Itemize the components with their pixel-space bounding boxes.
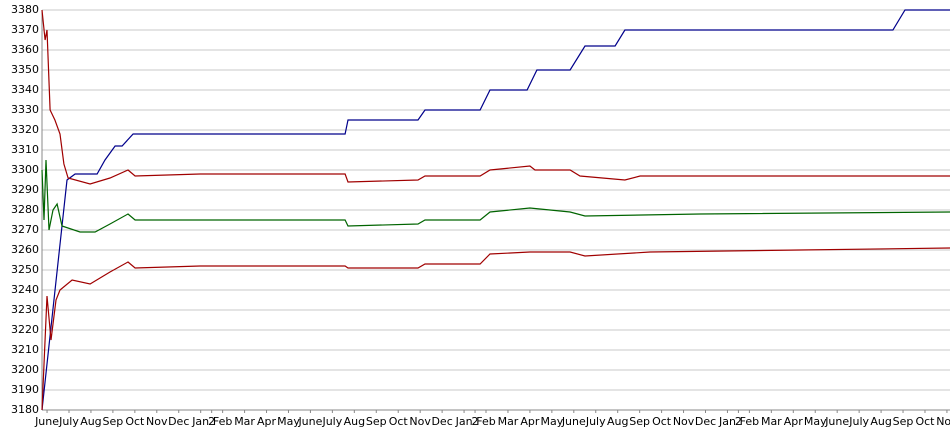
x-tick-label: Oct	[389, 415, 409, 428]
y-tick-label: 3190	[11, 383, 39, 396]
x-tick-label: Apr	[520, 415, 540, 428]
x-tick-label: Dec	[168, 415, 189, 428]
x-tick-label: Oct	[125, 415, 145, 428]
line-series	[41, 9, 950, 411]
x-tick-label: May	[804, 415, 827, 428]
x-tick-label: June	[561, 415, 586, 428]
y-tick-label: 3230	[11, 303, 39, 316]
y-tick-label: 3290	[11, 183, 39, 196]
y-tick-label: 3250	[11, 263, 39, 276]
x-tick-label: Apr	[257, 415, 277, 428]
x-tick-label: Mar	[761, 415, 782, 428]
y-tick-label: 3220	[11, 323, 39, 336]
y-tick-label: 3280	[11, 203, 39, 216]
x-tick-label: 2	[735, 415, 742, 428]
x-tick-label: May	[277, 415, 300, 428]
y-tick-label: 3210	[11, 343, 39, 356]
x-tick-label: Aug	[607, 415, 628, 428]
x-tick-label: Nov	[409, 415, 431, 428]
x-tick-label: July	[848, 415, 869, 428]
y-tick-label: 3270	[11, 223, 39, 236]
y-tick-label: 3340	[11, 83, 39, 96]
y-tick-label: 3200	[11, 363, 39, 376]
x-tick-label: July	[585, 415, 606, 428]
line-series	[41, 9, 950, 185]
y-tick-label: 3360	[11, 43, 39, 56]
x-tick-label: Feb	[213, 415, 232, 428]
x-tick-label: July	[321, 415, 342, 428]
x-tick-label: 2	[208, 415, 215, 428]
x-tick-label: Apr	[784, 415, 804, 428]
x-tick-label: Feb	[740, 415, 759, 428]
x-tick-label: June	[297, 415, 322, 428]
x-tick-label: Dec	[695, 415, 716, 428]
y-tick-label: 3300	[11, 163, 39, 176]
x-tick-label: Nov	[146, 415, 168, 428]
x-tick-label: June	[34, 415, 59, 428]
x-tick-label: 2	[472, 415, 479, 428]
x-tick-label: Aug	[344, 415, 365, 428]
line-series	[41, 247, 950, 411]
x-tick-label: Jan	[718, 415, 736, 428]
y-tick-label: 3330	[11, 103, 39, 116]
x-tick-label: Oct	[652, 415, 672, 428]
x-tick-label: Sep	[366, 415, 387, 428]
y-tick-label: 3350	[11, 63, 39, 76]
line-series	[41, 159, 950, 233]
y-tick-label: 3260	[11, 243, 39, 256]
x-tick-label: Sep	[893, 415, 914, 428]
x-tick-label: Aug	[870, 415, 891, 428]
y-tick-label: 3320	[11, 123, 39, 136]
y-tick-label: 3240	[11, 283, 39, 296]
y-tick-label: 3380	[11, 3, 39, 16]
x-tick-label: Aug	[80, 415, 101, 428]
x-tick-label: Oct	[915, 415, 935, 428]
x-tick-label: Nov	[936, 415, 950, 428]
y-tick-label: 3180	[11, 403, 39, 416]
y-tick-label: 3370	[11, 23, 39, 36]
x-tick-label: Mar	[234, 415, 255, 428]
x-tick-label: Jan	[191, 415, 209, 428]
x-tick-label: Feb	[476, 415, 495, 428]
x-tick-label: Sep	[629, 415, 650, 428]
x-tick-label: June	[824, 415, 849, 428]
x-tick-label: Sep	[103, 415, 124, 428]
x-tick-label: July	[58, 415, 79, 428]
x-tick-label: Jan	[455, 415, 473, 428]
x-tick-label: May	[540, 415, 563, 428]
x-tick-label: Mar	[498, 415, 519, 428]
x-tick-label: Nov	[673, 415, 695, 428]
y-tick-label: 3310	[11, 143, 39, 156]
x-tick-label: Dec	[431, 415, 452, 428]
